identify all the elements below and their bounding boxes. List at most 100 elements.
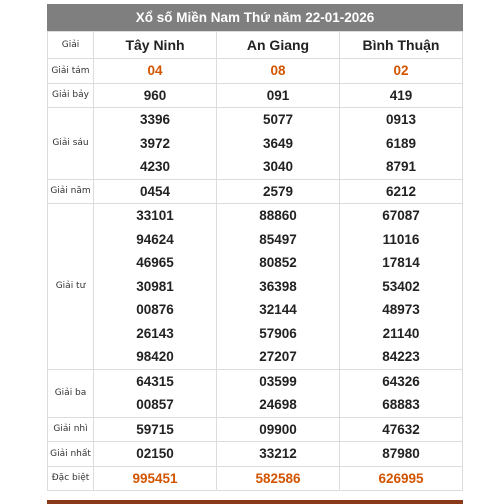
winning-number: 59715: [136, 421, 174, 437]
winning-number: 995451: [132, 470, 178, 486]
winning-number: 32144: [259, 302, 297, 317]
winning-number: 02150: [136, 446, 174, 461]
winning-number: 419: [389, 87, 413, 103]
prize-cell: 626995: [339, 465, 463, 491]
prize-cell: 88860 85497 80852 36398 32144 57906 27207: [216, 203, 340, 370]
winning-number: 80852: [259, 255, 297, 270]
winning-number: 33212: [259, 446, 297, 461]
winning-number: 960: [143, 87, 167, 103]
prize-cell: 419: [339, 82, 463, 108]
prize-label: Giải tư: [47, 203, 94, 370]
winning-number: 8791: [385, 159, 417, 174]
prize-label: Đặc biệt: [47, 465, 94, 491]
winning-number: 64326: [382, 373, 420, 389]
winning-number: 48973: [382, 302, 420, 317]
winning-number: 85497: [259, 231, 297, 247]
province-header-tay-ninh[interactable]: Tây Ninh: [93, 31, 217, 59]
prize-row: Giải tư 33101 94624 46965 30981 00876 26143 984…: [47, 203, 463, 370]
winning-number: 68883: [382, 397, 420, 412]
winning-number: 6212: [385, 183, 417, 199]
prize-column-header: Giải: [47, 31, 94, 59]
prize-cell: 0913 6189 8791: [339, 107, 463, 180]
prize-cell: 995451: [93, 465, 217, 491]
prize-cell: 59715: [93, 416, 217, 442]
winning-number: 03599: [259, 373, 297, 389]
prize-row: Giải ba 64315 00857 03599 24698 64326 68883: [47, 368, 463, 418]
prize-cell: 02150: [93, 441, 217, 467]
prize-cell: 960: [93, 82, 217, 108]
winning-number: 0454: [139, 183, 171, 199]
winning-number: 4230: [139, 159, 171, 174]
prize-cell: 33212: [216, 441, 340, 467]
winning-number: 94624: [136, 231, 174, 247]
prize-row: Giải nhất 02150 33212 87980: [47, 441, 463, 467]
prize-cell: 3396 3972 4230: [93, 107, 217, 180]
winning-number: 0913: [385, 112, 417, 127]
prize-cell: 04: [93, 58, 217, 84]
prize-row: Giải nhì 59715 09900 47632: [47, 416, 463, 442]
prize-cell: 5077 3649 3040: [216, 107, 340, 180]
winning-number: 04: [147, 63, 163, 78]
winning-number: 09900: [259, 421, 297, 437]
winning-number: 27207: [259, 349, 297, 364]
winning-number: 30981: [136, 278, 174, 294]
prize-cell: 47632: [339, 416, 463, 442]
winning-number: 091: [266, 87, 290, 103]
province-header-binh-thuan[interactable]: Bình Thuận: [339, 31, 463, 59]
winning-number: 00857: [136, 397, 174, 412]
prize-cell: 67087 11016 17814 53402 48973 21140 84223: [339, 203, 463, 370]
winning-number: 26143: [136, 325, 174, 341]
prize-label: Giải ba: [47, 368, 94, 418]
winning-number: 21140: [382, 325, 420, 341]
prize-cell: 33101 94624 46965 30981 00876 26143 98420: [93, 203, 217, 370]
prize-cell: 64315 00857: [93, 368, 217, 418]
winning-number: 582586: [255, 470, 301, 486]
prize-cell: 09900: [216, 416, 340, 442]
winning-number: 47632: [382, 421, 420, 437]
prize-row: Giải bảy 960 091 419: [47, 82, 463, 108]
winning-number: 5077: [262, 112, 294, 127]
winning-number: 3972: [139, 135, 171, 151]
bottom-bar: [47, 500, 463, 504]
prize-cell: 6212: [339, 178, 463, 204]
winning-number: 3396: [139, 112, 171, 127]
winning-number: 02: [393, 63, 409, 78]
prize-label: Giải bảy: [47, 82, 94, 108]
winning-number: 00876: [136, 302, 174, 317]
winning-number: 6189: [385, 135, 417, 151]
winning-number: 3040: [262, 159, 294, 174]
prize-row: Đặc biệt 995451 582586 626995: [47, 465, 463, 491]
prize-label: Giải nhất: [47, 441, 94, 467]
winning-number: 67087: [382, 208, 420, 223]
province-header-an-giang[interactable]: An Giang: [216, 31, 340, 59]
prize-cell: 2579: [216, 178, 340, 204]
winning-number: 64315: [136, 373, 174, 389]
lottery-results: Xổ số Miền Nam Thứ năm 22-01-2026 Giải T…: [47, 4, 463, 491]
winning-number: 98420: [136, 349, 174, 364]
prize-row: Giải sáu 3396 3972 4230 5077 3649 3040 0913 6189…: [47, 107, 463, 180]
prize-cell: 582586: [216, 465, 340, 491]
prize-cell: 03599 24698: [216, 368, 340, 418]
prize-cell: 0454: [93, 178, 217, 204]
winning-number: 57906: [259, 325, 297, 341]
prize-label: Giải sáu: [47, 107, 94, 180]
winning-number: 626995: [378, 470, 424, 486]
prize-cell: 091: [216, 82, 340, 108]
winning-number: 24698: [259, 397, 297, 412]
prize-label: Giải nhì: [47, 416, 94, 442]
winning-number: 87980: [382, 446, 420, 461]
winning-number: 3649: [262, 135, 294, 151]
winning-number: 46965: [136, 255, 174, 270]
prize-label: Giải tám: [47, 58, 94, 84]
prize-row: Giải tám 04 08 02: [47, 58, 463, 84]
prize-label: Giải năm: [47, 178, 94, 204]
winning-number: 11016: [382, 231, 420, 247]
winning-number: 36398: [259, 278, 297, 294]
winning-number: 53402: [382, 278, 420, 294]
winning-number: 08: [270, 63, 286, 78]
winning-number: 2579: [262, 183, 294, 199]
prize-cell: 87980: [339, 441, 463, 467]
results-table: Giải Tây Ninh An Giang Bình Thuận Giải t…: [47, 31, 463, 491]
prize-cell: 08: [216, 58, 340, 84]
prize-row: Giải năm 0454 2579 6212: [47, 178, 463, 204]
